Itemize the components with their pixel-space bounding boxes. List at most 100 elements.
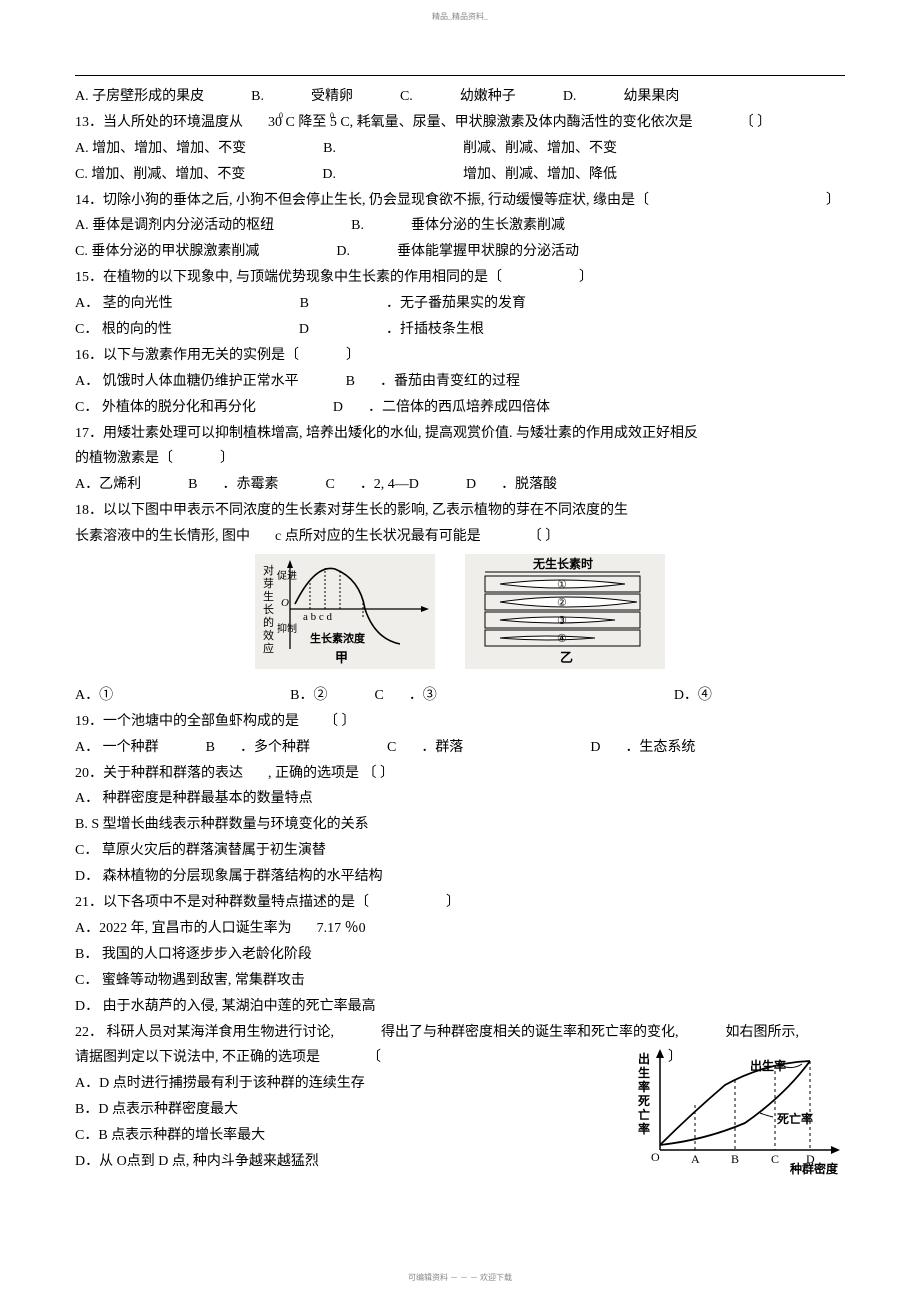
figure-18-left: 对 芽 生 长 的 效 应 促进 抑制 O a b c d 生长素浓度 [255, 554, 435, 679]
q14-s: 14．切除小狗的垂体之后, 小狗不但会停止生长, 仍会显现食欲不振, 行动缓慢等… [75, 193, 649, 208]
opt-a: A. 子房壁形成的果皮 [75, 89, 204, 104]
q22-s2: 得出了与种群密度相关的诞生率和死亡率的变化, [381, 1025, 679, 1040]
q14-a: A. 垂体是调剂内分泌活动的枢纽 [75, 218, 274, 233]
opt-b2: 受精卵 [311, 89, 353, 104]
q16-d2: ．二倍体的西瓜培养成四倍体 [368, 400, 550, 415]
q18-c2: ．③ [409, 688, 437, 703]
q14-cd: C. 垂体分泌的甲状腺激素削减 D. 垂体能掌握甲状腺的分泌活动 [75, 239, 845, 265]
svg-text:①: ① [557, 579, 567, 591]
q17-opts: A．乙烯利 B ．赤霉素 C ．2, 4―D D ．脱落酸 [75, 472, 845, 498]
q17-c: C [325, 477, 334, 492]
q17-s3: 〕 [220, 451, 234, 466]
svg-text:乙: 乙 [560, 650, 573, 665]
page-footer: 可编辑资料 － － － 欢迎下载 [0, 1271, 920, 1286]
q14-c: C. 垂体分泌的甲状腺激素削减 [75, 244, 259, 259]
q21-stem: 21．以下各项中不是对种群数量特点描述的是〔 〕 [75, 890, 845, 916]
opt-c2: 幼嫩种子 [460, 89, 516, 104]
q17-s: 17．用矮壮素处理可以抑制植株增高, 培养出矮化的水仙, 提高观赏价值. 与矮壮… [75, 426, 698, 441]
q18-s4: 〔 〕 [528, 529, 560, 544]
q15-cd: C． 根的向的性 D ．扦插枝条生根 [75, 317, 845, 343]
q13-cd: C. 增加、削减、增加、不变 D. 增加、削减、增加、降低 [75, 162, 845, 188]
q16-a: A． 饥饿时人体血糖仍维护正常水平 [75, 374, 299, 389]
svg-text:③: ③ [557, 615, 567, 627]
opt-c: C. [400, 89, 413, 104]
q17-b2: ．赤霉素 [222, 477, 278, 492]
q21-a2: 7.17 ％0 [317, 921, 366, 936]
svg-text:O: O [281, 597, 289, 609]
opt-d: D. [563, 89, 577, 104]
q14-d: D. [336, 244, 350, 259]
page-header: 精品_精品资料_ [0, 10, 920, 25]
opt-d2: 幼果果肉 [623, 89, 679, 104]
q21-s2: 〕 [446, 895, 460, 910]
q16-ab: A． 饥饿时人体血糖仍维护正常水平 B ．番茄由青变红的过程 [75, 369, 845, 395]
q20-c: C． 草原火灾后的群落演替属于初生演替 [75, 838, 845, 864]
q14-b2: 垂体分泌的生长激素削减 [411, 218, 565, 233]
svg-text:A: A [691, 1152, 700, 1166]
q18-stem2: 长素溶液中的生长情形, 图中 c 点所对应的生长状况最有可能是 〔 〕 [75, 524, 845, 550]
opt-b: B. [251, 89, 264, 104]
q19-stem: 19．一个池塘中的全部鱼虾构成的是 〔 〕 [75, 709, 845, 735]
q15-ab: A． 茎的向光性 B ．无子番茄果实的发育 [75, 291, 845, 317]
q14-b: B. [351, 218, 364, 233]
q20-s: 20．关于种群和群落的表达 [75, 766, 243, 781]
q12-options: A. 子房壁形成的果皮 B. 受精卵 C. 幼嫩种子 D. 幼果果肉 [75, 84, 845, 110]
q15-c: C． 根的向的性 [75, 322, 172, 337]
q18-a: A．① [75, 688, 113, 703]
chart-yi-icon: 无生长素时 ① ② ③ ④ 乙 [465, 554, 665, 669]
q19-c2: ．群落 [421, 740, 463, 755]
q16-s2: 〕 [346, 348, 360, 363]
q17-c2: ．2, 4―D [360, 477, 419, 492]
svg-text:长: 长 [263, 603, 274, 616]
svg-text:对: 对 [263, 563, 274, 577]
q21-b: B． 我国的人口将逐步步入老龄化阶段 [75, 942, 845, 968]
svg-text:死: 死 [638, 1094, 650, 1108]
q19-a: A． 一个种群 [75, 740, 159, 755]
figure-18: 对 芽 生 长 的 效 应 促进 抑制 O a b c d 生长素浓度 [75, 554, 845, 679]
q15-s: 15．在植物的以下现象中, 与顶端优势现象中生长素的作用相同的是〔 [75, 270, 502, 285]
figure-18-right: 无生长素时 ① ② ③ ④ 乙 [465, 554, 665, 679]
q13-s1: 13．当人所处的环境温度从 [75, 115, 243, 130]
deg-icon: 0 [279, 109, 283, 124]
svg-text:应: 应 [263, 641, 274, 655]
q14-stem: 14．切除小狗的垂体之后, 小狗不但会停止生长, 仍会显现食欲不振, 行动缓慢等… [75, 188, 845, 214]
q18-s1: 18．以以下图中甲表示不同浓度的生长素对芽生长的影响, 乙表示植物的芽在不同浓度… [75, 503, 628, 518]
q13-b2: 削减、削减、增加、不变 [463, 141, 617, 156]
svg-text:率: 率 [638, 1079, 650, 1094]
q22-s1: 22． 科研人员对某海洋食用生物进行讨论, [75, 1025, 334, 1040]
q13-stem: 13．当人所处的环境温度从 30 C 降至 5 C, 耗氧量、尿量、甲状腺激素及… [75, 110, 845, 136]
q15-stem: 15．在植物的以下现象中, 与顶端优势现象中生长素的作用相同的是〔 〕 [75, 265, 845, 291]
svg-text:促进: 促进 [277, 569, 297, 582]
q17-b: B [188, 477, 197, 492]
svg-text:B: B [731, 1152, 739, 1166]
top-rule [75, 75, 845, 76]
q18-stem1: 18．以以下图中甲表示不同浓度的生长素对芽生长的影响, 乙表示植物的芽在不同浓度… [75, 498, 845, 524]
svg-text:亡: 亡 [638, 1107, 650, 1122]
q13-b: B. [323, 141, 336, 156]
q15-s2: 〕 [579, 270, 593, 285]
q21-c: C． 蜜蜂等动物遇到敌害, 常集群攻击 [75, 968, 845, 994]
q19-c: C [387, 740, 396, 755]
q21-s: 21．以下各项中不是对种群数量特点描述的是〔 [75, 895, 369, 910]
q16-c: C． 外植体的脱分化和再分化 [75, 400, 256, 415]
q16-s: 16．以下与激素作用无关的实例是〔 [75, 348, 299, 363]
q19-b: B [206, 740, 215, 755]
svg-text:种群密度: 种群密度 [789, 1161, 839, 1175]
svg-text:抑制: 抑制 [277, 622, 297, 635]
q22-s3: 如右图所示, [726, 1025, 800, 1040]
q14-ab: A. 垂体是调剂内分泌活动的枢纽 B. 垂体分泌的生长激素削减 [75, 213, 845, 239]
svg-text:C: C [771, 1152, 779, 1166]
q19-d: D [590, 740, 600, 755]
q19-s2: 〔 〕 [324, 714, 356, 729]
q13-a: A. 增加、增加、增加、不变 [75, 141, 246, 156]
q15-b2: ．无子番茄果实的发育 [386, 296, 526, 311]
q16-cd: C． 外植体的脱分化和再分化 D ．二倍体的西瓜培养成四倍体 [75, 395, 845, 421]
q15-b: B [300, 296, 309, 311]
svg-text:甲: 甲 [335, 650, 348, 665]
q22-s5: 〔 [367, 1050, 381, 1065]
q18-opts: A．① B．② C ．③ D．④ [75, 683, 845, 709]
q19-s: 19．一个池塘中的全部鱼虾构成的是 [75, 714, 299, 729]
q15-d: D [299, 322, 309, 337]
q20-stem: 20．关于种群和群落的表达 , 正确的选项是 〔 〕 [75, 761, 845, 787]
svg-text:④: ④ [557, 633, 567, 645]
